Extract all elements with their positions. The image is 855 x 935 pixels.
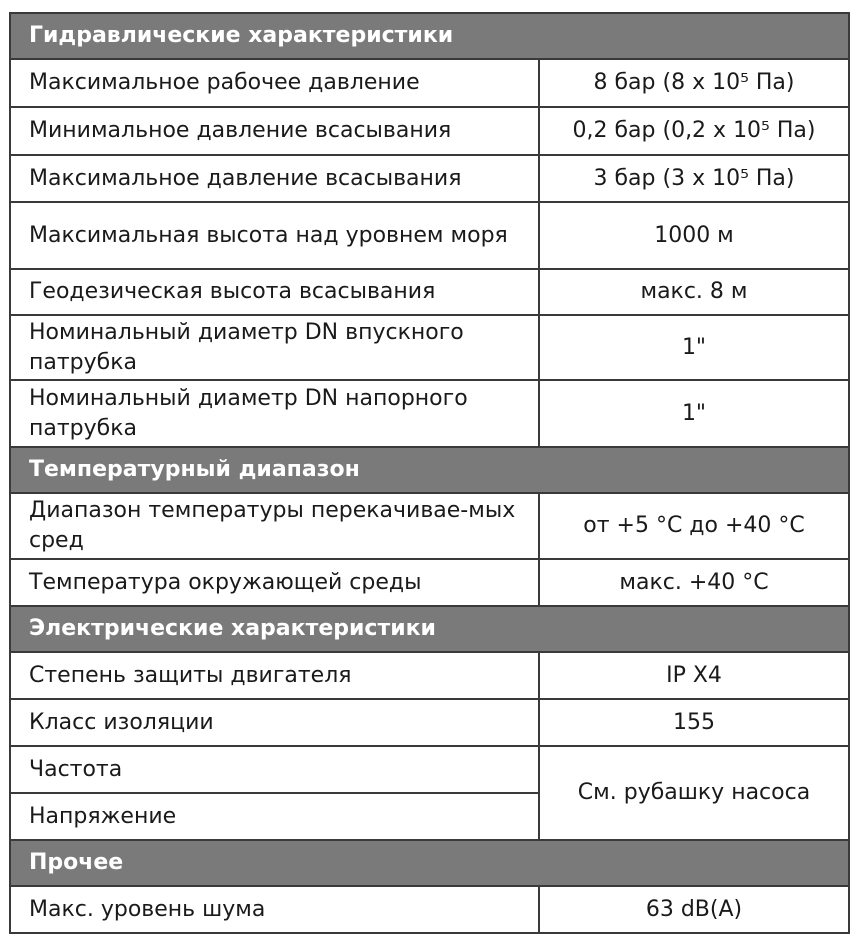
section-header-other: Прочее [9, 839, 850, 887]
table-row: Класс изоляции 155 [9, 698, 850, 747]
row-label: Максимальное рабочее давление [9, 58, 540, 108]
table-row: Напряжение [9, 792, 849, 841]
row-value: 1" [538, 314, 850, 381]
table-row: Степень защиты двигателя IP X4 [9, 651, 850, 700]
row-label: Геодезическая высота всасывания [9, 268, 540, 316]
section-header-temperature: Температурный диапазон [9, 446, 850, 494]
table-row: Температура окружающей среды макс. +40 °C [9, 558, 850, 607]
row-value: макс. 8 м [538, 268, 850, 316]
row-value: макс. +40 °C [538, 558, 850, 607]
row-value: 0,2 бар (0,2 x 10⁵ Па) [538, 106, 850, 156]
row-label: Максимальная высота над уровнем моря [9, 201, 540, 270]
table-row: Максимальное давление всасывания 3 бар (3… [9, 154, 850, 203]
row-value: IP X4 [538, 651, 850, 700]
table-row: Номинальный диаметр DN напорного патрубк… [9, 379, 850, 448]
table-row: Номинальный диаметр DN впускного патрубк… [9, 314, 850, 381]
row-label: Степень защиты двигателя [9, 651, 540, 700]
row-label: Макс. уровень шума [9, 885, 540, 934]
table-row: Макс. уровень шума 63 dB(A) [9, 885, 850, 934]
row-value: 1" [538, 379, 850, 448]
table-row: Максимальное рабочее давление 8 бар (8 x … [9, 58, 850, 108]
row-label: Диапазон температуры перекачивае-мых сре… [9, 492, 540, 560]
technical-specs-table: Гидравлические характеристики Максимальн… [9, 12, 850, 934]
row-value: 8 бар (8 x 10⁵ Па) [538, 58, 850, 108]
table-row: Диапазон температуры перекачивае-мых сре… [9, 492, 850, 560]
row-label: Температура окружающей среды [9, 558, 540, 607]
table-row: Максимальная высота над уровнем моря 1000… [9, 201, 850, 270]
row-value: от +5 °C до +40 °C [538, 492, 850, 560]
table-row: Минимальное давление всасывания 0,2 бар (… [9, 106, 850, 156]
section-header-hydraulic: Гидравлические характеристики [9, 12, 850, 60]
table-row: Частота См. рубашку насоса [9, 745, 850, 841]
row-value: 63 dB(A) [538, 885, 850, 934]
row-value: 3 бар (3 x 10⁵ Па) [538, 154, 850, 203]
row-label: Частота [9, 745, 540, 794]
row-value-merged: См. рубашку насоса [538, 745, 850, 841]
row-label: Номинальный диаметр DN напорного патрубк… [9, 379, 540, 448]
row-value: 1000 м [538, 201, 850, 270]
row-label: Минимальное давление всасывания [9, 106, 540, 156]
section-header-electrical: Электрические характеристики [9, 605, 850, 653]
table-row: Геодезическая высота всасывания макс. 8 м [9, 268, 850, 316]
row-label: Номинальный диаметр DN впускного патрубк… [9, 314, 540, 381]
row-value: 155 [538, 698, 850, 747]
row-label: Класс изоляции [9, 698, 540, 747]
row-label: Напряжение [9, 792, 540, 841]
row-label: Максимальное давление всасывания [9, 154, 540, 203]
